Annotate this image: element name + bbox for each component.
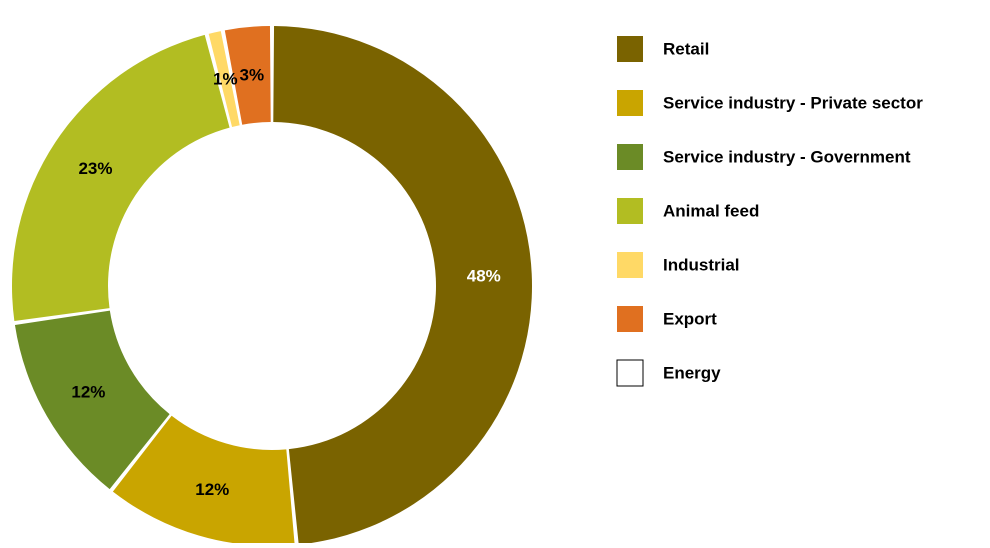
legend-label-service-industry-government: Service industry - Government <box>663 148 911 167</box>
legend: Retail Service industry - Private sector S… <box>616 36 923 387</box>
legend-label-animal-feed: Animal feed <box>663 202 759 221</box>
legend-swatch-retail <box>617 36 643 62</box>
legend-swatch-industrial <box>617 252 643 278</box>
slice-label-service-industry-government: 12% <box>71 383 105 402</box>
legend-swatch-export <box>617 306 643 332</box>
slice-service-industry-private-sector <box>112 415 295 546</box>
slice-retail <box>273 26 532 545</box>
slice-service-industry-government <box>14 310 170 490</box>
slice-labels-group: 48% 12% 12% 23% 1% 3% <box>71 65 500 498</box>
legend-label-retail: Retail <box>663 40 709 59</box>
legend-swatch-energy <box>616 359 644 387</box>
slice-label-retail: 48% <box>467 266 501 285</box>
slice-industrial <box>208 31 240 127</box>
slice-label-animal-feed: 23% <box>78 159 112 178</box>
legend-label-export: Export <box>663 310 717 329</box>
legend-label-energy: Energy <box>663 364 721 383</box>
slice-label-export: 3% <box>240 65 265 84</box>
slice-animal-feed <box>12 34 230 321</box>
legend-label-industrial: Industrial <box>663 256 740 275</box>
legend-swatch-animal-feed <box>617 198 643 224</box>
slices-group <box>12 26 532 546</box>
slice-export <box>224 26 271 125</box>
slice-label-service-industry-private-sector: 12% <box>195 480 229 499</box>
legend-swatch-service-industry-government <box>617 144 643 170</box>
legend-label-service-industry-private-sector: Service industry - Private sector <box>663 94 923 113</box>
legend-swatch-service-industry-private-sector <box>617 90 643 116</box>
slice-label-industrial: 1% <box>213 70 238 89</box>
